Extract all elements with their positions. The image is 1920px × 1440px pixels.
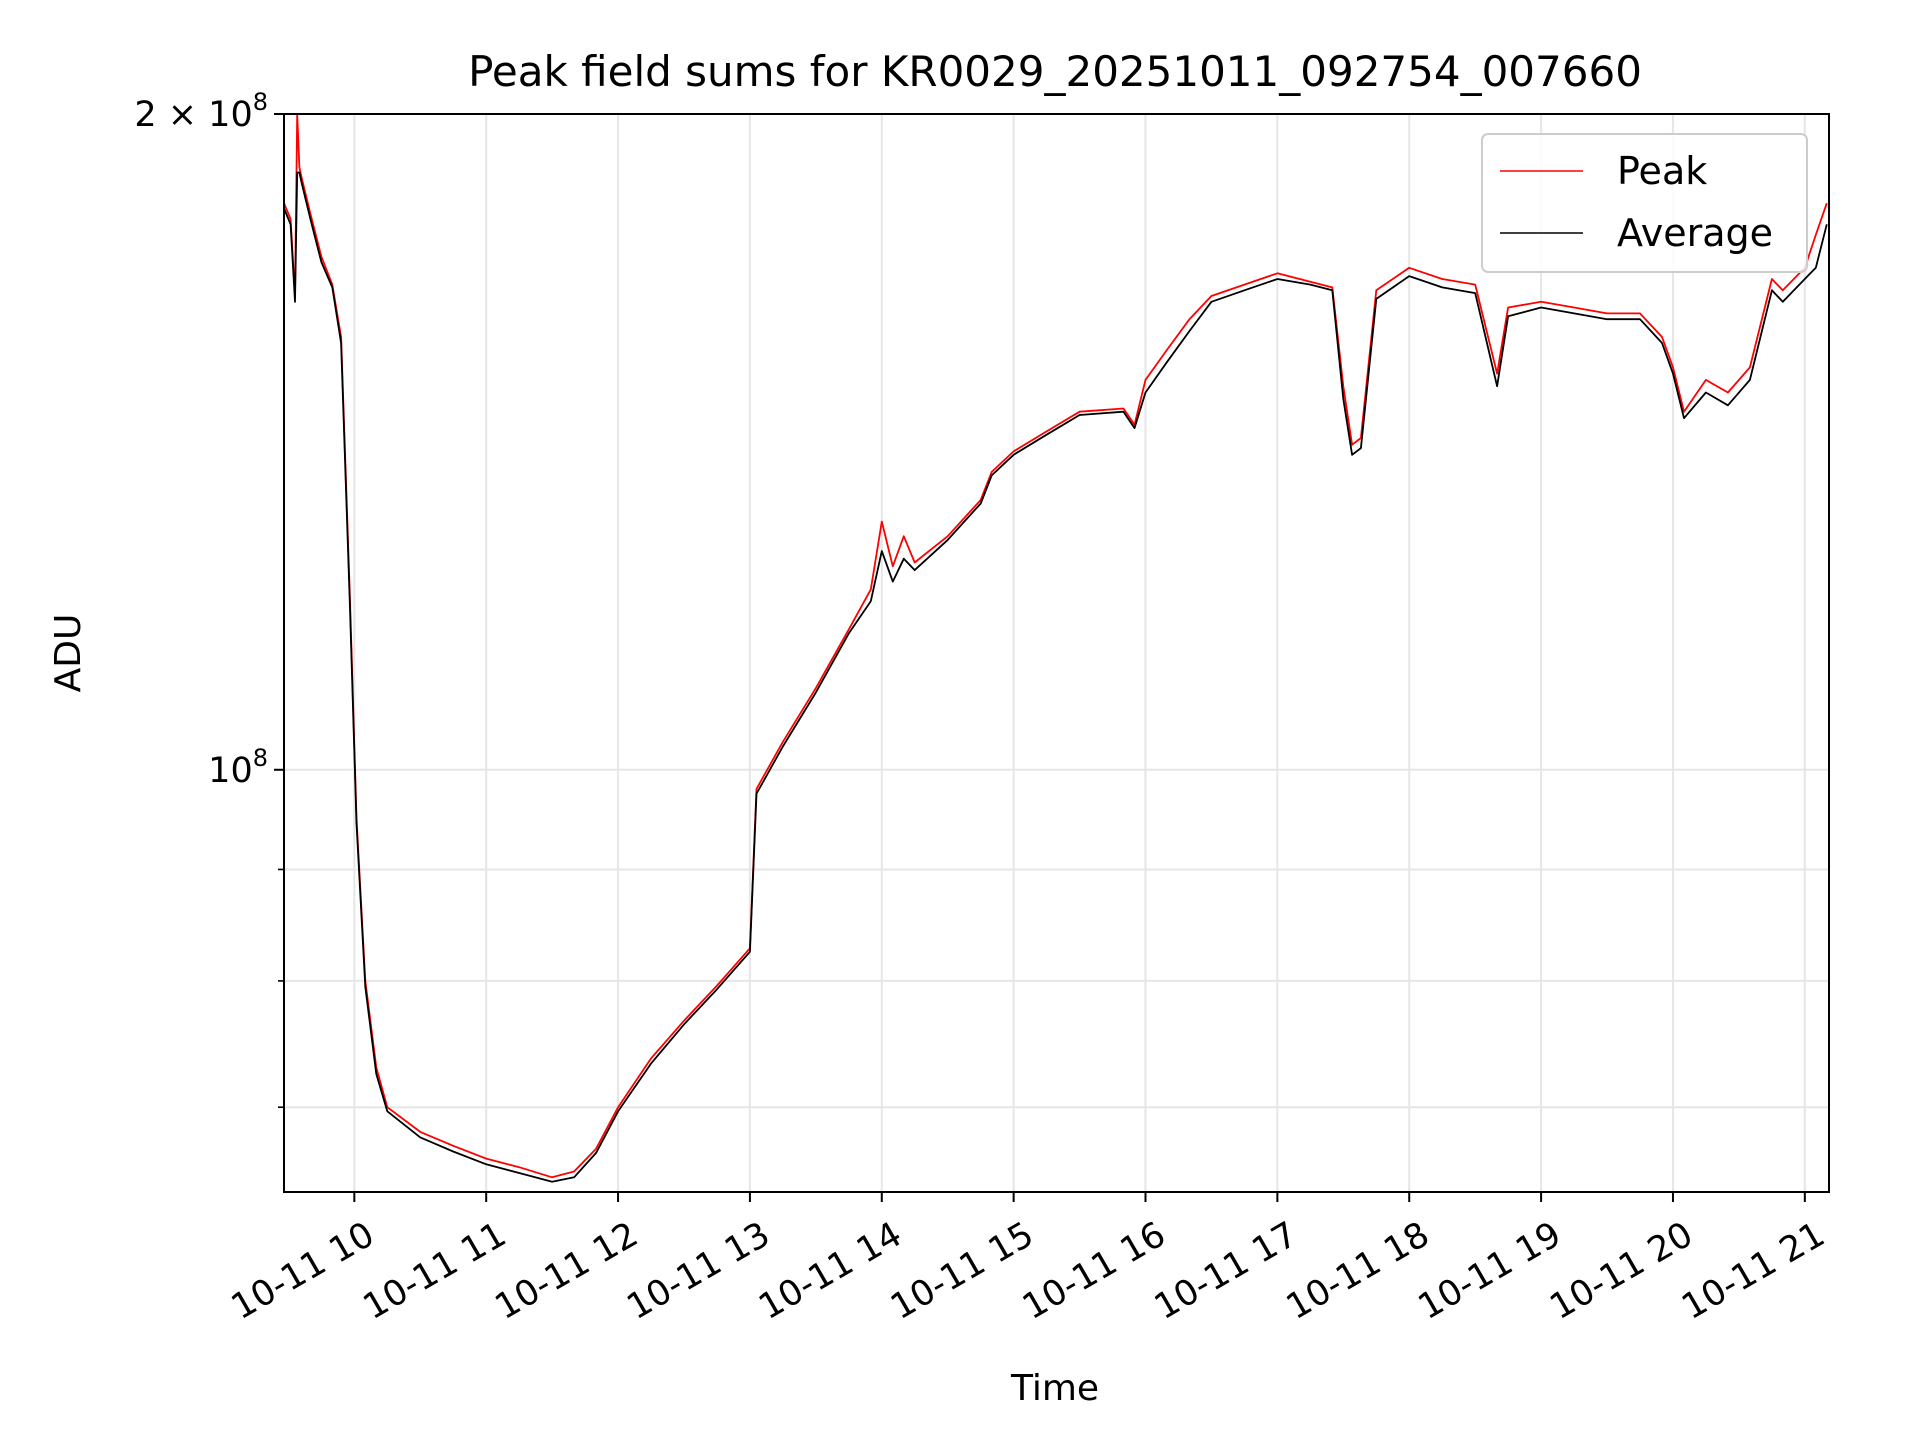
y-tick-label: 108 — [208, 744, 268, 791]
legend: Peak Average — [1481, 133, 1808, 273]
y-tick-label: 2 × 108 — [134, 88, 268, 135]
axes-frame — [283, 113, 1830, 1193]
chart-title: Peak field sums for KR0029_20251011_0927… — [468, 47, 1642, 96]
legend-label-average: Average — [1617, 211, 1773, 255]
legend-box — [1481, 133, 1808, 273]
legend-label-peak: Peak — [1617, 149, 1707, 193]
grid — [284, 114, 1829, 1192]
x-axis-label: Time — [1010, 1368, 1099, 1409]
y-axis: 2 × 108 108 — [134, 88, 284, 1109]
plot-area — [284, 114, 1828, 1183]
y-axis-label: ADU — [48, 614, 89, 693]
series-line-average — [284, 171, 1828, 1183]
